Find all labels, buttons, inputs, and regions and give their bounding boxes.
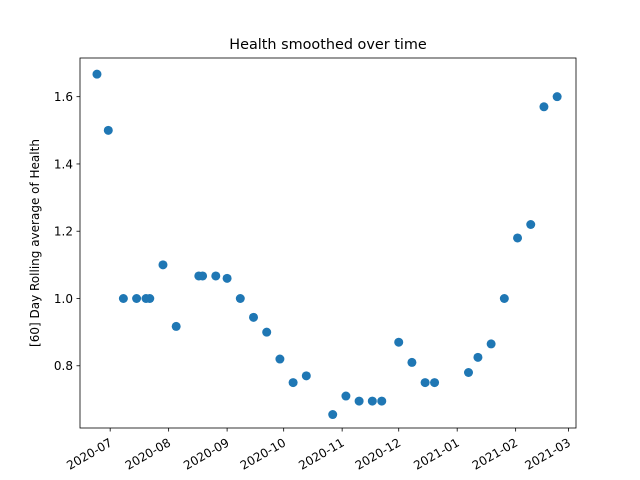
data-point (145, 294, 155, 303)
data-point (328, 410, 338, 420)
data-point (407, 357, 417, 367)
data-point (430, 378, 440, 388)
chart-title: Health smoothed over time (229, 37, 427, 53)
data-point (341, 391, 351, 401)
data-point (354, 396, 364, 406)
data-point (249, 312, 259, 322)
data-point (288, 378, 298, 388)
data-point (539, 102, 549, 112)
data-point (499, 294, 509, 303)
data-point (198, 271, 208, 281)
data-point (367, 396, 377, 406)
y-tick-label: 1.2 (54, 225, 73, 239)
data-point (513, 233, 523, 243)
y-tick-label: 0.8 (54, 359, 73, 373)
data-point (211, 271, 221, 281)
data-point (235, 294, 245, 303)
data-point (171, 321, 181, 331)
data-point (377, 396, 387, 406)
y-axis-label: [60] Day Rolling average of Health (28, 139, 42, 347)
data-point (262, 327, 272, 337)
plot-area (80, 58, 576, 428)
data-point (526, 220, 536, 229)
data-point (473, 352, 483, 362)
y-tick-label: 1.0 (54, 292, 73, 306)
y-axis-ticks: 0.8 1.0 1.2 1.4 1.6 (54, 90, 80, 373)
plot-frame (79, 57, 577, 429)
data-point (394, 337, 404, 347)
data-point (275, 354, 285, 364)
data-point (103, 125, 113, 135)
data-point (301, 371, 311, 381)
data-point (92, 69, 102, 79)
data-point (552, 92, 562, 102)
data-points (92, 69, 562, 420)
y-tick-label: 1.6 (54, 90, 73, 104)
data-point (420, 378, 430, 388)
data-point (158, 260, 168, 270)
data-point (486, 339, 496, 349)
data-point (464, 368, 473, 377)
y-tick-label: 1.4 (54, 157, 73, 171)
data-point (222, 273, 232, 283)
data-point (118, 294, 128, 303)
data-point (132, 294, 142, 303)
